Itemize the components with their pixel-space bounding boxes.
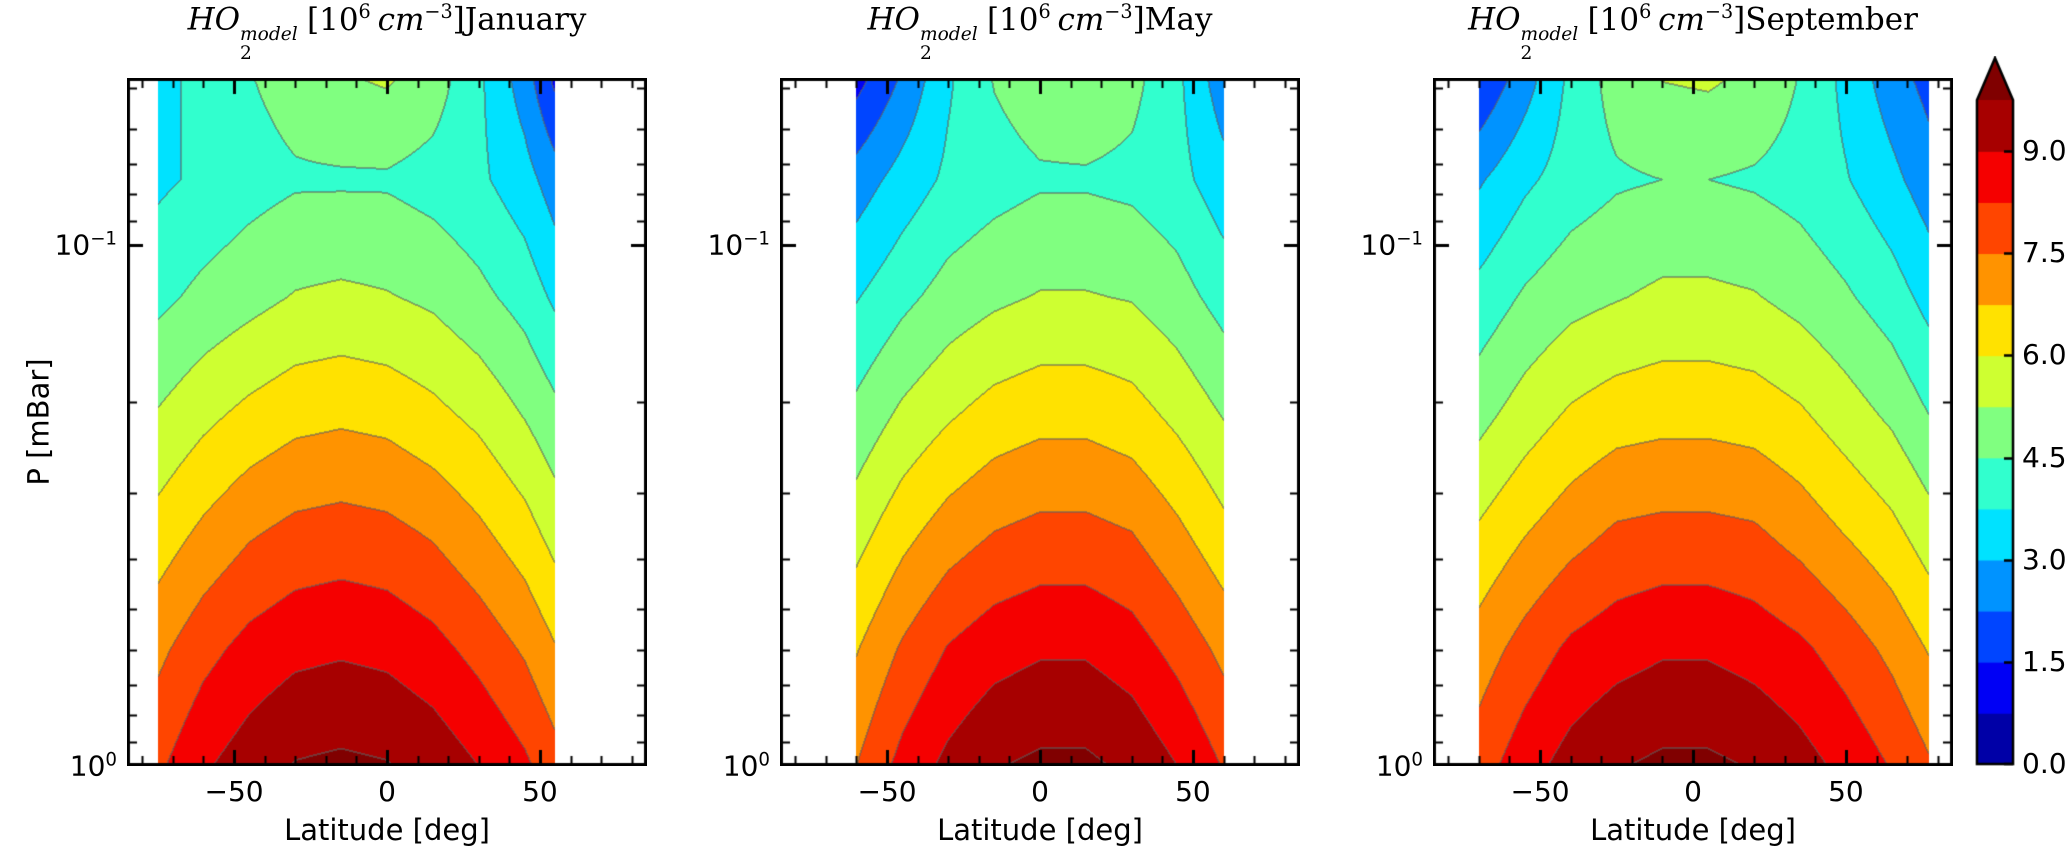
y-tick-label: 10−1	[707, 228, 770, 262]
x-tick-label: 0	[1031, 775, 1049, 808]
x-tick-label: 50	[522, 775, 558, 808]
colorbar-tick-label: 6.0	[2022, 338, 2067, 371]
y-axis-label: P [mBar]	[21, 358, 56, 486]
panel-title: HO model 2 [106 cm−3]September	[1468, 0, 1918, 65]
contour-panel-january: HO model 2 [106 cm−3]January 10−1 100 −50 0 …	[22, 2, 647, 845]
y-tick-label: 100	[69, 749, 117, 783]
colorbar-tick-label: 0.0	[2022, 747, 2067, 780]
x-tick-label: 0	[378, 775, 396, 808]
title-month: September	[1745, 1, 1918, 38]
title-month: January	[464, 1, 587, 38]
title-month: May	[1144, 1, 1213, 38]
contour-plot-canvas	[127, 78, 647, 766]
x-axis-label: Latitude [deg]	[284, 813, 490, 847]
panel-title: HO model 2 [106 cm−3]January	[187, 0, 587, 65]
colorbar-tick-label: 7.5	[2022, 236, 2067, 269]
y-tick-label: 10−1	[54, 228, 117, 262]
contour-plot-canvas	[780, 78, 1300, 766]
y-tick-label: 10−1	[1360, 228, 1423, 262]
title-formula: HO	[867, 1, 920, 38]
x-tick-label: −50	[857, 775, 917, 808]
y-tick-label: 100	[722, 749, 770, 783]
x-tick-label: −50	[1510, 775, 1570, 808]
x-tick-label: 50	[1828, 775, 1864, 808]
title-formula: HO	[187, 1, 241, 38]
x-tick-label: 50	[1175, 775, 1211, 808]
x-axis-label: Latitude [deg]	[1590, 813, 1796, 847]
colorbar-tick-label: 1.5	[2022, 645, 2067, 678]
title-subsup: model 2	[919, 23, 978, 65]
panel-title: HO model 2 [106 cm−3]May	[867, 0, 1213, 65]
title-subsup: model 2	[240, 23, 298, 65]
title-subsup: model 2	[1520, 23, 1579, 65]
contour-panel-september: HO model 2 [106 cm−3]September 10−1 100 −50 …	[1361, 2, 1953, 845]
contour-panel-may: HO model 2 [106 cm−3]May 10−1 100 −50 0 50 L…	[708, 2, 1300, 845]
x-axis-label: Latitude [deg]	[937, 813, 1143, 847]
title-formula: HO	[1468, 1, 1521, 38]
colorbar-canvas	[1975, 56, 2015, 766]
colorbar-tick-label: 4.5	[2022, 441, 2067, 474]
contour-plot-canvas	[1433, 78, 1953, 766]
colorbar-tick-label: 3.0	[2022, 543, 2067, 576]
colorbar: 9.0 7.5 6.0 4.5 3.0 1.5 0.0	[1975, 56, 2067, 778]
y-tick-label: 100	[1375, 749, 1423, 783]
x-tick-label: 0	[1684, 775, 1702, 808]
x-tick-label: −50	[204, 775, 264, 808]
colorbar-tick-label: 9.0	[2022, 134, 2067, 167]
